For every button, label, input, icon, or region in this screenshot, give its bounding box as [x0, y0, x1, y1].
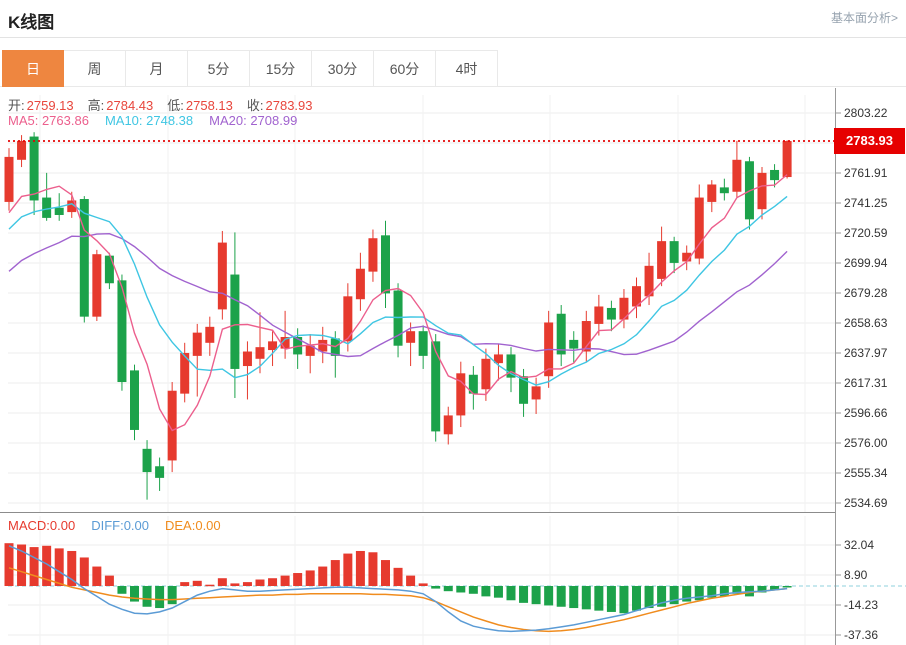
axis-tick-label: 8.90	[844, 568, 868, 582]
axis-tick-label: 32.04	[844, 538, 875, 552]
axis-tick-label: 2720.59	[844, 226, 888, 240]
tab-7[interactable]: 4时	[436, 50, 498, 87]
axis-tick-label: 2576.00	[844, 436, 888, 450]
axis-tick-label: 2761.91	[844, 166, 888, 180]
axis-tick-label: 2617.31	[844, 376, 888, 390]
current-price-tag: 2783.93	[834, 128, 905, 154]
header: K线图 基本面分析>	[0, 0, 906, 38]
page-title: K线图	[8, 13, 55, 32]
ma-item-2: MA20: 2708.99	[209, 113, 298, 128]
axis-tick-label: -37.36	[844, 628, 879, 642]
axis-tick-label: 2741.25	[844, 196, 888, 210]
axis-tick-label: 2699.94	[844, 256, 888, 270]
tab-2[interactable]: 月	[126, 50, 188, 87]
macd-legend: MACD:0.00 DIFF:0.00 DEA:0.00	[8, 518, 237, 533]
ohlc-item-0: 开: 2759.13	[8, 98, 74, 113]
axis-tick-label: -14.23	[844, 598, 879, 612]
tab-3[interactable]: 5分	[188, 50, 250, 87]
ma-item-1: MA10: 2748.38	[104, 113, 194, 128]
axis-tick-label: 2637.97	[844, 346, 888, 360]
ohlc-item-2: 低: 2758.13	[167, 98, 233, 113]
ma-legend: MA5: 2763.86 MA10: 2748.38 MA20: 2708.99	[8, 113, 313, 128]
axis-tick-label: 2596.66	[844, 406, 888, 420]
axis-tick-label: 2534.69	[844, 496, 888, 510]
axis-tick-label: 2679.28	[844, 286, 888, 300]
tab-6[interactable]: 60分	[374, 50, 436, 87]
macd-item-0: MACD:0.00	[8, 518, 76, 533]
macd-item-1: DIFF:0.00	[91, 518, 149, 533]
ohlc-item-1: 高: 2784.43	[87, 98, 154, 113]
axis-tick-label: 2803.22	[844, 106, 888, 120]
tab-4[interactable]: 15分	[250, 50, 312, 87]
tab-0[interactable]: 日	[2, 50, 64, 87]
axis-tick-label: 2555.34	[844, 466, 888, 480]
ohlc-item-3: 收: 2783.93	[246, 98, 313, 113]
ma-item-0: MA5: 2763.86	[8, 113, 89, 128]
axis-tick-label: 2658.63	[844, 316, 888, 330]
ohlc-legend: 开: 2759.13 高: 2784.43 低: 2758.13 收: 2783.93	[8, 95, 327, 114]
macd-item-2: DEA:0.00	[165, 518, 221, 533]
period-tabbar: 日周月 5分 15分 30分 60分 4时	[0, 50, 906, 87]
fundamental-analysis-link[interactable]: 基本面分析>	[830, 11, 898, 25]
tab-1[interactable]: 周	[64, 50, 126, 87]
tab-5[interactable]: 30分	[312, 50, 374, 87]
